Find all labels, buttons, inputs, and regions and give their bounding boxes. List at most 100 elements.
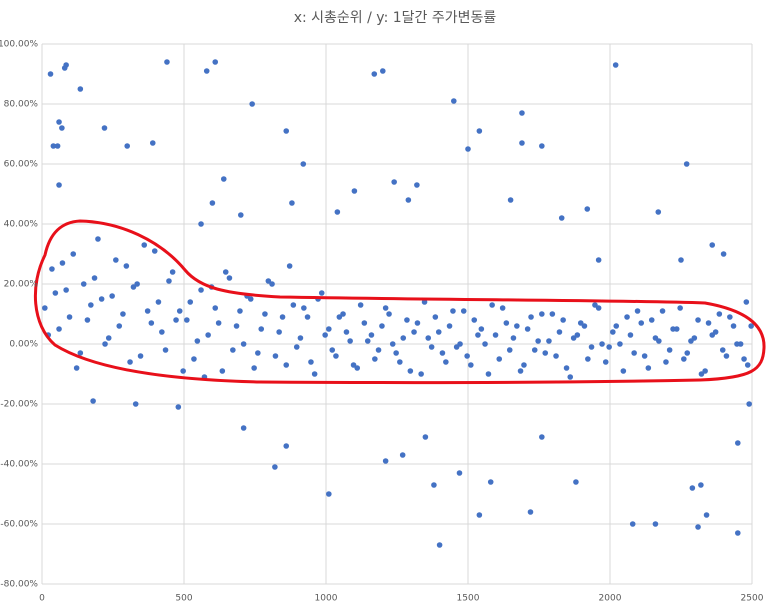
point (301, 305, 307, 311)
point (558, 215, 565, 221)
point (226, 275, 233, 281)
grid (41, 43, 753, 585)
point (101, 125, 108, 131)
point (539, 311, 545, 317)
point (113, 257, 119, 263)
point (478, 326, 485, 332)
y-tick-label: 20.00% (4, 280, 39, 290)
point (746, 401, 752, 407)
point (405, 197, 412, 203)
point (546, 338, 552, 344)
point (457, 341, 463, 347)
y-tick-label: 60.00% (4, 160, 39, 170)
point (88, 302, 94, 308)
point (98, 296, 105, 302)
point (350, 362, 357, 368)
point (63, 62, 69, 68)
point (553, 353, 559, 359)
point (496, 356, 503, 362)
x-tick-label: 500 (175, 594, 192, 604)
point (451, 98, 457, 104)
point (49, 266, 55, 272)
point (492, 332, 499, 338)
point (357, 302, 364, 308)
point (741, 356, 747, 362)
y-tick-label: 100.00% (0, 40, 38, 50)
point (380, 68, 386, 74)
point (510, 335, 517, 341)
point (382, 458, 389, 464)
point (272, 464, 278, 470)
point (443, 359, 449, 365)
point (322, 332, 328, 338)
point (631, 350, 637, 356)
point (279, 314, 286, 320)
y-tick-label: -80.00% (0, 580, 38, 590)
point (212, 59, 219, 65)
point (283, 362, 290, 368)
x-tick-label: 2000 (599, 594, 622, 604)
point (670, 326, 676, 332)
point (613, 323, 620, 329)
point (422, 434, 429, 440)
point (141, 242, 148, 248)
point (720, 251, 727, 257)
point (507, 197, 514, 203)
point (567, 374, 574, 380)
point (77, 350, 84, 356)
point (439, 350, 446, 356)
point (159, 329, 165, 335)
point (476, 128, 483, 134)
point (77, 86, 84, 92)
x-tick-label: 0 (39, 594, 45, 604)
points (42, 59, 754, 548)
point (127, 359, 133, 365)
point (684, 350, 691, 356)
point (634, 308, 641, 314)
point (421, 299, 428, 305)
point (124, 143, 130, 149)
y-tick-label: -60.00% (0, 520, 38, 530)
point (176, 308, 183, 314)
point (407, 368, 414, 374)
point (333, 353, 339, 359)
point (464, 353, 470, 359)
point (506, 347, 513, 353)
point (482, 341, 488, 347)
point (503, 320, 510, 326)
point (659, 308, 666, 314)
y-tick-label: 40.00% (4, 220, 39, 230)
point (638, 320, 645, 326)
x-tick-label: 2500 (741, 594, 764, 604)
y-tick-label: 0.00% (9, 340, 38, 350)
point (489, 302, 495, 308)
point (663, 359, 669, 365)
point (570, 335, 577, 341)
point (326, 326, 332, 332)
point (744, 362, 751, 368)
point (475, 332, 481, 338)
point (240, 425, 247, 431)
point (220, 176, 227, 182)
point (514, 323, 520, 329)
point (678, 257, 684, 263)
point (629, 521, 636, 527)
point (91, 275, 98, 281)
point (656, 338, 662, 344)
point (249, 101, 255, 107)
point (148, 320, 155, 326)
point (56, 326, 62, 332)
point (610, 329, 616, 335)
point (191, 356, 197, 362)
point (521, 362, 527, 368)
point (70, 251, 77, 257)
point (542, 350, 549, 356)
point (563, 365, 570, 371)
point (162, 347, 169, 353)
point (683, 161, 690, 167)
point (203, 68, 210, 74)
point (460, 308, 467, 314)
point (391, 179, 397, 185)
point (308, 359, 314, 365)
